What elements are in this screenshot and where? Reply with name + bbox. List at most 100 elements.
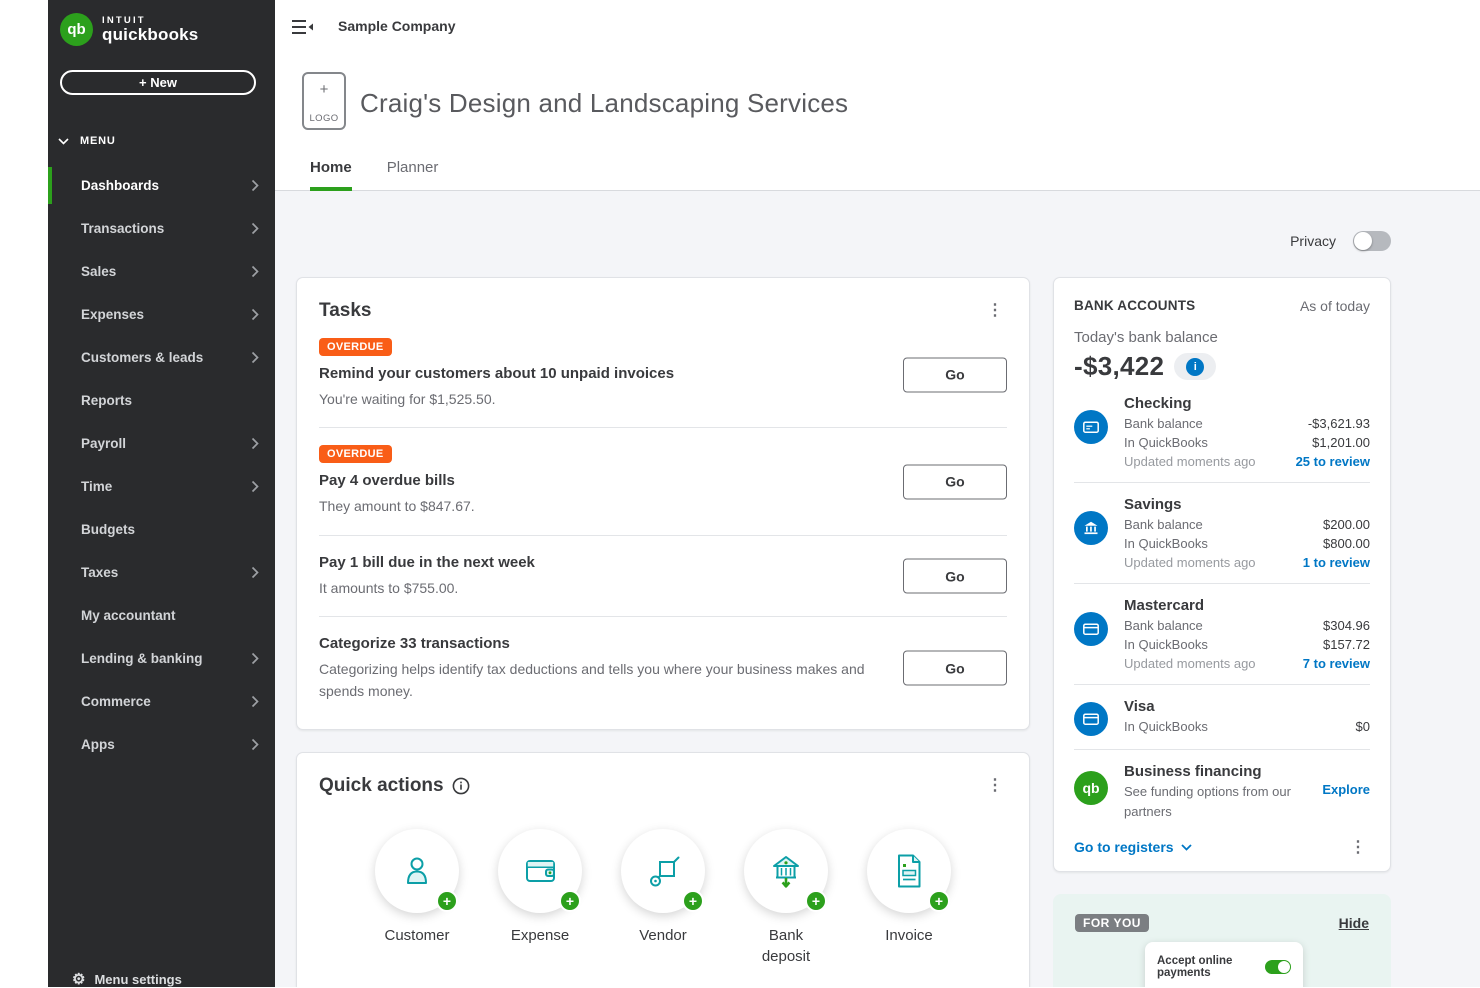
sidebar-item-reports[interactable]: Reports	[81, 393, 133, 408]
accept-payments-card[interactable]: Accept online payments VISA	[1145, 942, 1303, 987]
sidebar-item-time[interactable]: Time	[48, 465, 275, 508]
collapse-sidebar-icon[interactable]	[292, 19, 313, 40]
bank-balance-value: -$3,422	[1074, 351, 1165, 381]
go-button[interactable]: Go	[903, 650, 1007, 686]
quick-action-customer[interactable]: Customer	[365, 829, 469, 967]
company-logo-placeholder[interactable]: + LOGO	[302, 72, 346, 130]
account-row-visa: Visa In QuickBooks $0	[1074, 698, 1370, 736]
quick-action-vendor[interactable]: Vendor	[611, 829, 715, 967]
overdue-badge: OVERDUE	[319, 445, 392, 464]
tasks-title: Tasks	[319, 300, 372, 321]
page-title: Craig's Design and Landscaping Services	[360, 88, 849, 118]
tab-planner[interactable]: Planner	[386, 159, 439, 176]
accept-payments-title: Accept online payments	[1157, 955, 1233, 979]
quick-actions-row: Customer Expense V	[319, 829, 1007, 967]
dashboard-content: Privacy Tasks OVERDUE Remind your custom…	[275, 191, 1480, 987]
task-item-bill-due: Pay 1 bill due in the next week It amoun…	[319, 534, 1007, 616]
account-row-mastercard: Mastercard Bank balance $304.96 In QuickB…	[1074, 597, 1370, 671]
quickbooks-logo: qb INTUIT quickbooks	[60, 13, 198, 46]
sidebar-item-sales[interactable]: Sales	[48, 250, 275, 293]
new-button[interactable]: + New	[60, 70, 256, 95]
add-logo-plus: +	[319, 81, 329, 98]
financing-title: Business financing	[1124, 763, 1262, 780]
more-options-icon[interactable]	[983, 775, 1007, 795]
to-review-link[interactable]: 7 to review	[1302, 656, 1370, 671]
chevron-down-icon	[58, 137, 69, 145]
credit-card-icon	[1074, 702, 1108, 736]
account-name: Mastercard	[1124, 597, 1205, 614]
menu-section-header[interactable]: MENU	[58, 135, 116, 147]
chevron-right-icon	[251, 738, 259, 751]
account-row-savings: Savings Bank balance $200.00 In QuickBook…	[1074, 496, 1370, 570]
left-gutter	[0, 0, 48, 987]
sidebar-item-lending-banking[interactable]: Lending & banking	[48, 637, 275, 680]
credit-card-icon	[1074, 410, 1108, 444]
more-options-icon[interactable]	[1346, 837, 1370, 857]
chevron-down-icon	[1180, 843, 1192, 851]
overdue-badge: OVERDUE	[319, 338, 392, 356]
sidebar-item-payroll[interactable]: Payroll	[48, 422, 275, 465]
chevron-right-icon	[251, 695, 259, 708]
task-title: Remind your customers about 10 unpaid in…	[319, 365, 675, 382]
go-to-registers-link[interactable]: Go to registers	[1074, 839, 1192, 855]
explore-link[interactable]: Explore	[1322, 782, 1370, 797]
accept-payments-toggle[interactable]	[1265, 960, 1291, 974]
go-button[interactable]: Go	[903, 464, 1007, 500]
to-review-link[interactable]: 1 to review	[1302, 555, 1370, 570]
divider	[1074, 482, 1370, 483]
right-column: BANK ACCOUNTS As of today Today's bank b…	[1053, 277, 1391, 987]
bank-balance-label: Today's bank balance	[1074, 329, 1218, 346]
balance-info-icon[interactable]: i	[1174, 353, 1217, 380]
vendor-icon	[650, 856, 680, 887]
tab-home[interactable]: Home	[310, 159, 352, 191]
add-plus-icon	[682, 890, 704, 913]
hide-link[interactable]: Hide	[1338, 915, 1369, 931]
sidebar-item-commerce[interactable]: Commerce	[48, 680, 275, 723]
quick-action-invoice[interactable]: Invoice	[857, 829, 961, 967]
sidebar-item-my-accountant[interactable]: My accountant	[81, 608, 176, 623]
quick-actions-card: Quick actions Customer	[296, 752, 1030, 987]
bank-deposit-icon	[773, 856, 799, 889]
as-of-label: As of today	[1299, 298, 1370, 314]
task-item-categorize: Categorize 33 transactions Categorizing …	[319, 616, 1007, 719]
sidebar-nav: Dashboards Transactions Sales Expenses C…	[48, 164, 275, 766]
divider	[1074, 749, 1370, 750]
brand-intuit: INTUIT	[102, 15, 146, 26]
menu-label: MENU	[80, 135, 116, 147]
add-plus-icon	[436, 890, 458, 913]
bank-accounts-card: BANK ACCOUNTS As of today Today's bank b…	[1053, 277, 1391, 872]
account-row-checking: Checking Bank balance -$3,621.93 In Quick…	[1074, 395, 1370, 469]
customer-icon	[407, 857, 427, 885]
for-you-panel: FOR YOU Hide Accept online payments VISA	[1053, 894, 1391, 987]
sidebar-item-transactions[interactable]: Transactions	[48, 207, 275, 250]
menu-settings-button[interactable]: ⚙ Menu settings	[72, 971, 182, 988]
logo-placeholder-label: LOGO	[309, 113, 339, 124]
quick-action-bank-deposit[interactable]: Bank deposit	[734, 829, 838, 967]
go-button[interactable]: Go	[903, 357, 1007, 393]
quick-action-expense[interactable]: Expense	[488, 829, 592, 967]
credit-card-icon	[1074, 612, 1108, 646]
info-icon[interactable]	[452, 777, 470, 795]
chevron-right-icon	[251, 566, 259, 579]
divider	[1074, 583, 1370, 584]
sample-company-label: Sample Company	[338, 18, 456, 34]
to-review-link[interactable]: 25 to review	[1295, 454, 1370, 469]
go-button[interactable]: Go	[903, 558, 1007, 594]
main-area: Sample Company + LOGO Craig's Design and…	[275, 0, 1480, 987]
sidebar-item-budgets[interactable]: Budgets	[81, 522, 135, 537]
task-subtitle: You're waiting for $1,525.50.	[319, 390, 496, 407]
account-name: Checking	[1124, 395, 1192, 412]
task-title: Pay 4 overdue bills	[319, 472, 455, 490]
sidebar-item-expenses[interactable]: Expenses	[48, 293, 275, 336]
more-options-icon[interactable]	[983, 300, 1007, 320]
quickbooks-icon: qb	[1074, 771, 1108, 805]
add-plus-icon	[805, 890, 827, 913]
sidebar-item-taxes[interactable]: Taxes	[48, 551, 275, 594]
sidebar-item-customers-leads[interactable]: Customers & leads	[48, 336, 275, 379]
privacy-toggle[interactable]	[1353, 231, 1391, 251]
sidebar-item-dashboards[interactable]: Dashboards	[48, 164, 275, 207]
account-name: Savings	[1124, 496, 1182, 513]
sidebar-item-apps[interactable]: Apps	[48, 723, 275, 766]
bank-building-icon	[1074, 511, 1108, 545]
privacy-label: Privacy	[1290, 233, 1336, 249]
